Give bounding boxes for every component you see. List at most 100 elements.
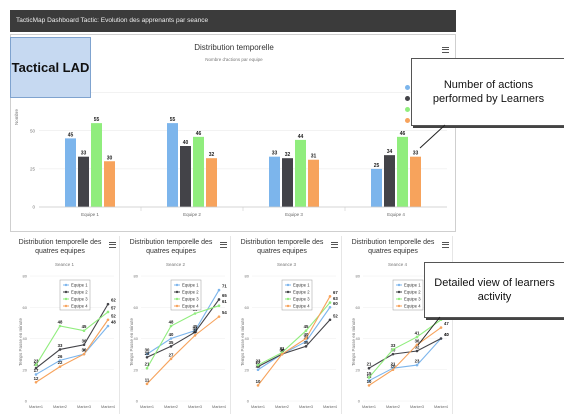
bar — [282, 158, 293, 207]
data-label: 30 — [280, 348, 285, 353]
bar-data-label: 32 — [285, 152, 291, 158]
data-point — [34, 380, 38, 384]
y-tick-label: 80 — [134, 274, 139, 279]
legend-item: Equipe 2 — [293, 290, 310, 295]
bar-data-label: 34 — [387, 149, 393, 155]
x-tick-label: Marker1 — [362, 405, 376, 409]
hamburger-menu-icon[interactable] — [442, 242, 449, 248]
x-tick-label: Marker1 — [140, 405, 154, 409]
data-point — [193, 312, 197, 315]
hamburger-menu-icon[interactable] — [331, 242, 338, 248]
chart-subtitle: Seance 2 — [165, 262, 185, 267]
legend-marker — [64, 283, 68, 287]
hamburger-menu-icon[interactable] — [220, 242, 227, 248]
data-point — [106, 324, 110, 328]
data-point — [169, 357, 173, 361]
data-label: 45 — [193, 324, 198, 329]
data-point — [169, 337, 173, 340]
data-label: 40 — [169, 332, 174, 337]
series-line-1 — [35, 325, 109, 375]
legend-marker — [64, 304, 68, 308]
chart-subtitle: Seance 4 — [387, 262, 407, 267]
tactical-lad-label: Tactical LAD — [10, 37, 91, 98]
data-point — [82, 343, 86, 347]
data-point — [34, 373, 38, 376]
bar-data-label: 46 — [196, 131, 202, 137]
legend-marker — [64, 290, 68, 294]
data-label: 30 — [280, 348, 285, 353]
data-label: 22 — [256, 360, 261, 365]
data-label: 23 — [256, 359, 261, 364]
bar — [308, 159, 319, 207]
x-tick-label: Equipe 1 — [81, 212, 99, 217]
x-tick-label: Marker2 — [275, 405, 289, 409]
hamburger-menu-icon[interactable] — [109, 242, 116, 248]
data-point — [367, 384, 371, 387]
bar — [78, 156, 89, 207]
bar-data-label: 45 — [68, 132, 74, 138]
legend-marker — [397, 283, 401, 287]
data-label: 21 — [145, 362, 150, 367]
bar — [371, 168, 382, 207]
data-point — [439, 337, 443, 340]
y-tick-label: 0 — [358, 399, 361, 404]
data-label: 22 — [58, 360, 63, 365]
legend-marker — [175, 290, 179, 294]
data-point — [391, 368, 395, 372]
data-label: 21 — [391, 362, 396, 367]
data-label: 71 — [222, 284, 227, 289]
data-label: 21 — [367, 362, 372, 367]
legend-marker — [397, 290, 401, 294]
bar-data-label: 33 — [413, 151, 419, 157]
bar-data-label: 40 — [183, 140, 189, 146]
x-tick-label: Marker3 — [299, 405, 313, 409]
data-label: 30 — [145, 348, 150, 353]
y-tick-label: 20 — [134, 367, 139, 372]
data-label: 61 — [222, 299, 227, 304]
data-point — [58, 348, 62, 351]
data-point — [34, 366, 38, 370]
data-point — [256, 384, 260, 387]
y-tick-label: 60 — [356, 305, 361, 310]
series-line-4 — [35, 319, 109, 383]
data-point — [58, 324, 62, 328]
hamburger-menu-icon[interactable] — [442, 47, 449, 53]
data-label: 36 — [82, 338, 87, 343]
data-label: 30 — [280, 348, 285, 353]
series-line-3 — [146, 305, 220, 369]
data-point — [328, 305, 332, 309]
data-point — [58, 365, 62, 368]
series-line-2 — [35, 303, 109, 369]
legend-item: Equipe 3 — [404, 297, 421, 302]
y-tick-label: 20 — [245, 367, 250, 372]
data-point — [193, 334, 197, 337]
data-point — [106, 310, 110, 314]
legend-marker — [397, 304, 401, 308]
y-tick-label: 20 — [356, 367, 361, 372]
line-chart-panel-2: Distribution temporelle des quatres equi… — [121, 236, 231, 414]
chart-title: Distribution temporelle des quatres equi… — [351, 239, 435, 255]
data-label: 30 — [82, 348, 87, 353]
y-tick-label: 0 — [247, 399, 250, 404]
data-label: 30 — [82, 348, 87, 353]
data-point — [367, 376, 371, 379]
legend-item: Equipe 4 — [404, 304, 421, 309]
y-tick-label: 50 — [30, 128, 36, 133]
data-label: 52 — [111, 313, 116, 318]
bar-data-label: 46 — [400, 131, 406, 137]
legend-marker — [286, 283, 290, 287]
line-chart-panel-1: Distribution temporelle des quatres equi… — [10, 236, 120, 414]
legend-item: Equipe 2 — [182, 290, 199, 295]
x-tick-label: Marker1 — [29, 405, 43, 409]
data-point — [391, 352, 395, 356]
legend-item: Equipe 2 — [71, 290, 88, 295]
data-point — [145, 366, 149, 370]
bar — [384, 155, 395, 207]
x-tick-label: Marker3 — [188, 405, 202, 409]
x-tick-label: Marker3 — [77, 405, 91, 409]
bar — [206, 158, 217, 207]
legend-marker — [64, 297, 68, 301]
legend-item: Equipe 1 — [182, 283, 199, 288]
x-tick-label: Equipe 4 — [387, 212, 405, 217]
data-point — [280, 352, 284, 356]
